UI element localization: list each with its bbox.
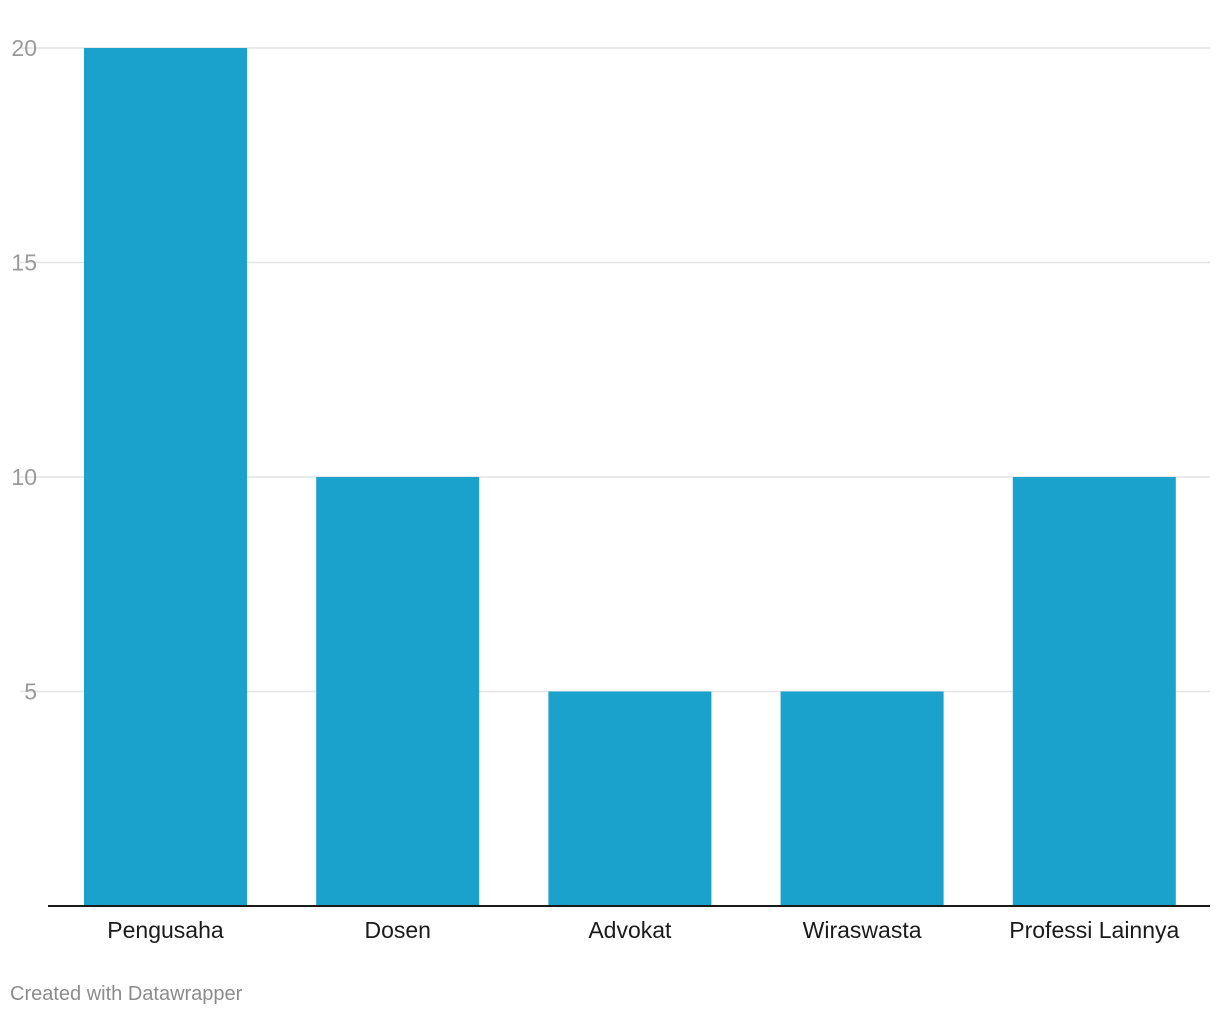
y-tick-label: 15	[11, 250, 37, 276]
y-tick-label: 10	[11, 464, 37, 490]
bar-pengusaha	[84, 48, 247, 906]
axes: 5 10 15 20 Pengusaha Dosen Advokat Wiraswasta Pr…	[11, 35, 1210, 943]
bar-dosen	[316, 477, 480, 906]
x-tick-label: Wiraswasta	[803, 917, 922, 943]
x-tick-label: Advokat	[588, 917, 672, 943]
x-tick-label: Professi Lainnya	[1009, 917, 1179, 943]
bar-wiraswasta	[780, 691, 944, 906]
bars	[84, 48, 1176, 906]
x-tick-label: Dosen	[364, 917, 430, 943]
y-tick-label: 5	[24, 679, 37, 705]
bar-advokat	[548, 691, 712, 906]
x-tick-label: Pengusaha	[107, 917, 224, 943]
bar-professi-lainnya	[1012, 477, 1176, 906]
datawrapper-credit: Created with Datawrapper	[10, 983, 243, 1005]
y-tick-label: 20	[11, 35, 37, 61]
